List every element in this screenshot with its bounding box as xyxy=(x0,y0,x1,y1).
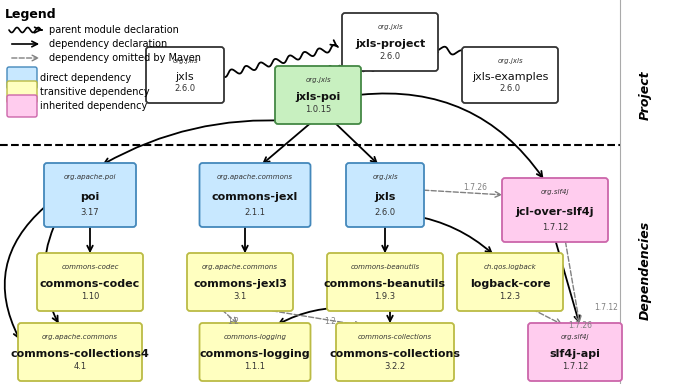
FancyBboxPatch shape xyxy=(336,323,454,381)
Text: org.jxls: org.jxls xyxy=(497,58,523,64)
Text: dependency declaration: dependency declaration xyxy=(49,39,167,49)
Text: 1.7.12: 1.7.12 xyxy=(542,223,568,232)
Text: 1.9.3: 1.9.3 xyxy=(375,292,395,301)
Text: org.slf4j: org.slf4j xyxy=(540,189,569,195)
Text: jxls-project: jxls-project xyxy=(355,39,425,49)
Text: 3.2.2: 3.2.2 xyxy=(384,362,406,371)
Text: 1.0.15: 1.0.15 xyxy=(305,105,331,114)
Text: 1.2.3: 1.2.3 xyxy=(499,292,521,301)
Text: 1.7.12: 1.7.12 xyxy=(562,362,588,371)
Text: poi: poi xyxy=(80,192,99,202)
Text: 1.7.26: 1.7.26 xyxy=(463,184,487,192)
Text: 1.7.26: 1.7.26 xyxy=(568,321,592,329)
FancyBboxPatch shape xyxy=(502,178,608,242)
FancyBboxPatch shape xyxy=(7,95,37,117)
FancyBboxPatch shape xyxy=(146,47,224,103)
Text: ch.qos.logback: ch.qos.logback xyxy=(484,264,536,270)
Text: jcl-over-slf4j: jcl-over-slf4j xyxy=(516,207,595,217)
FancyBboxPatch shape xyxy=(44,163,136,227)
Text: commons-logging: commons-logging xyxy=(200,349,310,359)
FancyBboxPatch shape xyxy=(18,323,142,381)
Text: commons-beanutils: commons-beanutils xyxy=(351,264,419,270)
Text: org.jxls: org.jxls xyxy=(372,174,398,180)
Text: commons-logging: commons-logging xyxy=(223,334,286,340)
Text: 2.6.0: 2.6.0 xyxy=(379,52,401,61)
Text: org.apache.commons: org.apache.commons xyxy=(202,264,278,270)
Text: org.jxls: org.jxls xyxy=(377,24,403,30)
Text: inherited dependency: inherited dependency xyxy=(40,101,147,111)
Text: org.slf4j: org.slf4j xyxy=(561,334,589,340)
Text: 2.6.0: 2.6.0 xyxy=(499,84,521,93)
FancyBboxPatch shape xyxy=(342,13,438,71)
Text: transitive dependency: transitive dependency xyxy=(40,87,149,97)
Text: commons-collections4: commons-collections4 xyxy=(10,349,149,359)
FancyBboxPatch shape xyxy=(7,81,37,103)
Text: commons-beanutils: commons-beanutils xyxy=(324,279,446,289)
Text: commons-codec: commons-codec xyxy=(40,279,140,289)
Text: Legend: Legend xyxy=(5,8,57,21)
FancyBboxPatch shape xyxy=(275,66,361,124)
Text: 1.2: 1.2 xyxy=(227,318,239,326)
Text: org.apache.commons: org.apache.commons xyxy=(42,334,118,340)
Text: 1.2: 1.2 xyxy=(324,318,336,326)
Text: org.jxls: org.jxls xyxy=(306,77,331,83)
Text: commons-jexl: commons-jexl xyxy=(212,192,298,202)
Text: Dependencies: Dependencies xyxy=(638,220,651,319)
Text: commons-jexl3: commons-jexl3 xyxy=(193,279,287,289)
Text: org.jxls: org.jxls xyxy=(172,58,198,64)
Text: commons-codec: commons-codec xyxy=(61,264,119,270)
Text: 4.1: 4.1 xyxy=(73,362,86,371)
Text: org.apache.poi: org.apache.poi xyxy=(64,174,116,180)
Text: direct dependency: direct dependency xyxy=(40,73,131,83)
Text: jxls: jxls xyxy=(374,192,396,202)
FancyBboxPatch shape xyxy=(187,253,293,311)
Text: dependency omitted by Maven: dependency omitted by Maven xyxy=(49,53,201,63)
FancyBboxPatch shape xyxy=(346,163,424,227)
Text: slf4j-api: slf4j-api xyxy=(549,349,601,359)
Text: jxls: jxls xyxy=(175,72,195,82)
Text: commons-collections: commons-collections xyxy=(329,349,460,359)
Text: logback-core: logback-core xyxy=(470,279,550,289)
Text: 2.6.0: 2.6.0 xyxy=(375,208,395,217)
Text: 1.7.12: 1.7.12 xyxy=(594,303,618,313)
FancyBboxPatch shape xyxy=(462,47,558,103)
Text: 1.1.1: 1.1.1 xyxy=(245,362,266,371)
Text: 2.1.1: 2.1.1 xyxy=(245,208,266,217)
FancyBboxPatch shape xyxy=(199,323,310,381)
Text: parent module declaration: parent module declaration xyxy=(49,25,179,35)
Text: org.apache.commons: org.apache.commons xyxy=(217,174,293,180)
FancyBboxPatch shape xyxy=(37,253,143,311)
Text: jxls-examples: jxls-examples xyxy=(472,72,548,82)
Text: 2.6.0: 2.6.0 xyxy=(175,84,195,93)
Text: commons-collections: commons-collections xyxy=(358,334,432,340)
FancyBboxPatch shape xyxy=(528,323,622,381)
FancyBboxPatch shape xyxy=(7,67,37,89)
FancyBboxPatch shape xyxy=(327,253,443,311)
Text: Project: Project xyxy=(638,70,651,120)
Text: 3.17: 3.17 xyxy=(81,208,99,217)
Text: 1.10: 1.10 xyxy=(81,292,99,301)
FancyBboxPatch shape xyxy=(457,253,563,311)
FancyBboxPatch shape xyxy=(199,163,310,227)
Text: 3.1: 3.1 xyxy=(234,292,247,301)
Text: jxls-poi: jxls-poi xyxy=(295,92,340,102)
